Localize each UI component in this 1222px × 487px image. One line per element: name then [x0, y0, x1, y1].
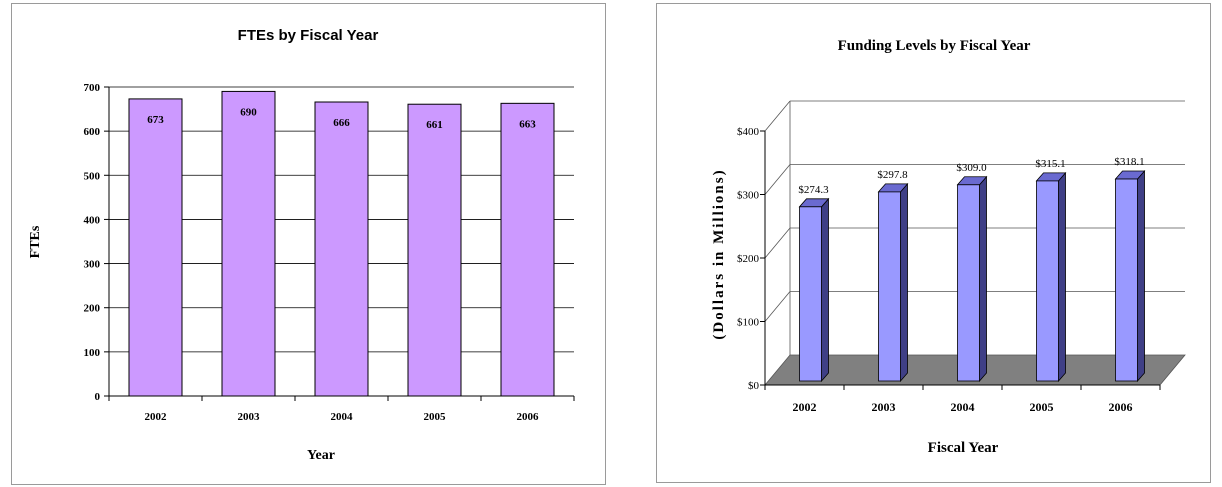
- data-label-2005: $315.1: [1035, 158, 1065, 170]
- x-axis-label: Year: [307, 448, 335, 463]
- x-tick-label-2004: 2004: [331, 411, 354, 423]
- y-tick-label: 600: [84, 126, 101, 138]
- gridline-side: [764, 164, 791, 195]
- bar-2004: [957, 184, 980, 382]
- data-label-2006: $318.1: [1114, 156, 1144, 168]
- bar-side-2006: [1137, 169, 1145, 383]
- gridline-side: [764, 227, 791, 259]
- x-tick-label-2002: 2002: [793, 400, 817, 414]
- y-tick-label: 700: [84, 82, 101, 94]
- fte-chart: FTEs by Fiscal Year 0 100 200 300 400 500 600 70…: [28, 27, 575, 463]
- y-tick-label: $200: [737, 253, 760, 265]
- bar-2003: [878, 191, 901, 382]
- x-tick-label-2005: 2005: [424, 411, 447, 423]
- x-tick-label-2002: 2002: [145, 411, 168, 423]
- bar-2002: [128, 98, 183, 397]
- y-tick-label: 0: [95, 391, 101, 403]
- y-tick-label: $300: [737, 190, 760, 202]
- data-label-2002: $274.3: [798, 184, 829, 196]
- y-tick-label: $400: [737, 126, 760, 138]
- x-tick-label-2003: 2003: [238, 411, 261, 423]
- data-label-2003: $297.8: [877, 169, 908, 181]
- x-tick-label-2006: 2006: [517, 411, 540, 423]
- chart-title: Funding Levels by Fiscal Year: [838, 38, 1031, 54]
- gridline-side: [764, 100, 791, 132]
- bar-side-2002: [821, 197, 829, 383]
- data-label-2003: 690: [240, 106, 257, 118]
- fte-chart-panel: FTEs by Fiscal Year 0 100 200 300 400 500 600 70…: [11, 3, 606, 485]
- bar-side-2005: [1058, 171, 1066, 383]
- data-label-2006: 663: [519, 118, 536, 130]
- data-label-2004: 666: [333, 117, 350, 129]
- x-tick-label-2006: 2006: [1109, 400, 1133, 414]
- y-tick-label: 300: [84, 259, 101, 271]
- y-axis-label: FTEs: [28, 225, 43, 258]
- x-tick-label-2005: 2005: [1030, 400, 1054, 414]
- bar-side-2004: [979, 175, 987, 383]
- bar-2005: [407, 103, 462, 397]
- x-tick-label-2003: 2003: [872, 400, 896, 414]
- x-tick-label-2004: 2004: [951, 400, 975, 414]
- data-label-2004: $309.0: [956, 162, 987, 174]
- y-tick-label: 200: [84, 303, 101, 315]
- bar-2003: [221, 90, 276, 397]
- funding-chart-panel: Funding Levels by Fiscal Year $0 $100 $200 $…: [656, 3, 1211, 483]
- bar-2006: [500, 102, 555, 397]
- x-axis-label: Fiscal Year: [928, 440, 999, 456]
- bar-2005: [1036, 180, 1059, 382]
- bar-2006: [1115, 178, 1138, 382]
- gridline-side: [764, 291, 791, 322]
- bar-2004: [314, 101, 369, 397]
- bar-side-2003: [900, 182, 908, 383]
- y-tick-label: $0: [748, 380, 760, 392]
- bar-2002: [799, 206, 822, 382]
- chart-title: FTEs by Fiscal Year: [238, 27, 379, 44]
- data-label-2002: 673: [147, 114, 164, 126]
- y-tick-label: 100: [84, 347, 101, 359]
- y-axis-label: (Dollars in Millions): [711, 168, 727, 339]
- data-label-2005: 661: [426, 119, 443, 131]
- y-tick-label: 400: [84, 214, 101, 226]
- funding-chart: Funding Levels by Fiscal Year $0 $100 $200 $…: [711, 38, 1186, 456]
- y-tick-label: 500: [84, 170, 101, 182]
- y-tick-label: $100: [737, 317, 760, 329]
